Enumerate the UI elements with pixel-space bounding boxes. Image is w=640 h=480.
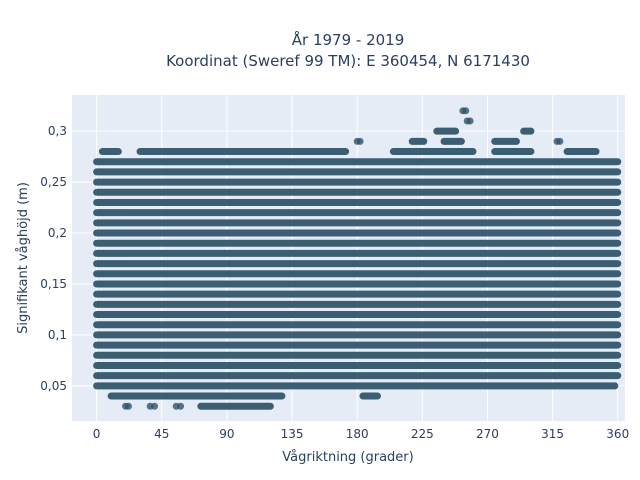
chart-title-line1: År 1979 - 2019 [292, 30, 405, 49]
data-point [556, 137, 564, 145]
data-point [462, 107, 470, 115]
x-tick-label: 225 [411, 427, 434, 441]
y-tick-labels: 0,05 0,1 0,15 0,2 0,25 0,3 [40, 124, 67, 393]
y-tick-label: 0,15 [40, 277, 67, 291]
x-tick-label: 360 [606, 427, 629, 441]
y-tick-label: 0,3 [48, 124, 67, 138]
x-tick-label: 270 [476, 427, 499, 441]
plot-background [72, 95, 625, 421]
y-tick-label: 0,25 [40, 175, 67, 189]
x-tick-label: 45 [154, 427, 169, 441]
data-point [151, 402, 159, 410]
x-tick-label: 180 [346, 427, 369, 441]
data-point [356, 137, 364, 145]
data-points [93, 107, 622, 410]
y-tick-label: 0,2 [48, 226, 67, 240]
y-tick-label: 0,1 [48, 328, 67, 342]
data-point [124, 402, 132, 410]
x-tick-label: 0 [93, 427, 101, 441]
y-tick-label: 0,05 [40, 379, 67, 393]
data-point [466, 117, 474, 125]
x-tick-label: 135 [281, 427, 304, 441]
x-tick-label: 90 [219, 427, 234, 441]
x-axis-title: Vågriktning (grader) [282, 450, 413, 465]
y-axis-title: Signifikant våghöjd (m) [16, 182, 31, 334]
data-point [177, 402, 185, 410]
x-tick-label: 315 [541, 427, 564, 441]
x-tick-labels: 0 45 90 135 180 225 270 315 360 [93, 427, 629, 441]
chart-title-line2: Koordinat (Sweref 99 TM): E 360454, N 61… [166, 52, 530, 70]
